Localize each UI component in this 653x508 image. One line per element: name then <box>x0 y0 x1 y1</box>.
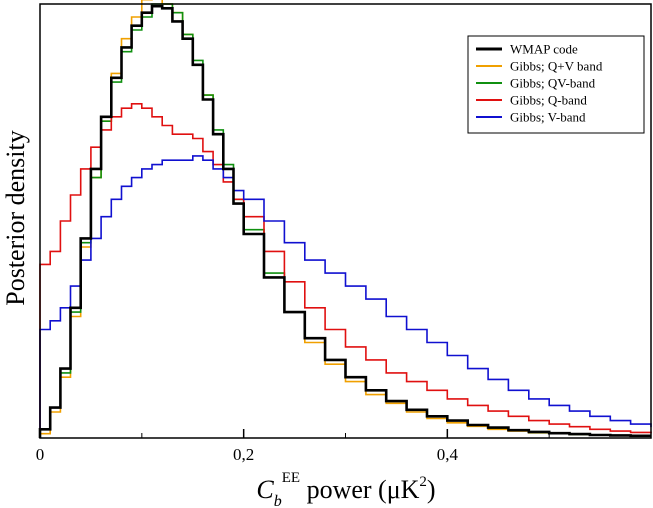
x-axis-label-subscript: b <box>274 493 282 508</box>
x-axis-label-text: power (μK <box>300 475 420 504</box>
legend-label-2: Gibbs; QV-band <box>510 76 596 91</box>
legend-label-4: Gibbs; V-band <box>510 110 586 125</box>
series-line-4 <box>39 155 652 438</box>
series-line-0 <box>38 4 651 438</box>
x-axis-label-superscript: EE <box>282 470 300 486</box>
x-axis-label: CbEE power (μK2) <box>256 470 435 508</box>
legend-label-3: Gibbs; Q-band <box>510 93 587 108</box>
x-tick-label-1: 0,2 <box>233 445 254 464</box>
x-axis-label-close: ) <box>427 475 436 504</box>
series-layer <box>38 0 652 438</box>
x-tick-label-0: 0 <box>36 445 45 464</box>
legend: WMAP code Gibbs; Q+V band Gibbs; QV-band Gi… <box>467 35 645 134</box>
x-axis-label-unit-power: 2 <box>419 474 427 490</box>
x-ticks: 0 0,2 0,4 <box>36 429 550 464</box>
y-axis-label: Posterior density <box>1 130 30 306</box>
legend-label-0: WMAP code <box>510 42 578 57</box>
x-axis-label-symbol: C <box>256 475 274 504</box>
legend-label-1: Gibbs; Q+V band <box>510 59 603 74</box>
x-tick-label-2: 0,4 <box>437 445 459 464</box>
